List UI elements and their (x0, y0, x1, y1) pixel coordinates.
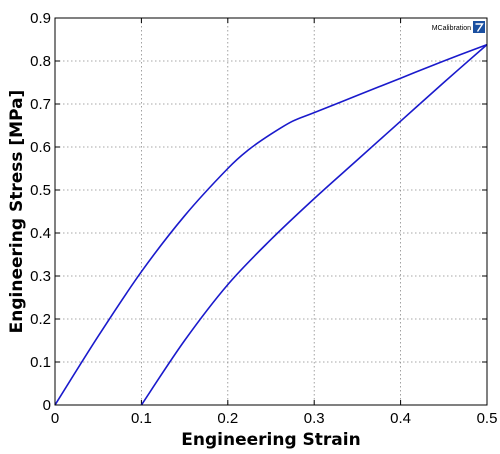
x-tick-label: 0.1 (131, 410, 152, 427)
plot-frame (54, 17, 488, 406)
y-tick-label: 0.4 (30, 225, 51, 242)
y-tick-label: 0 (43, 397, 51, 414)
y-tick-label: 0.7 (30, 96, 51, 113)
logo-text: MCalibration (432, 25, 471, 32)
x-tick-label: 0.5 (477, 410, 498, 427)
y-tick-label: 0.3 (30, 268, 51, 285)
y-tick-label: 0.1 (30, 354, 51, 371)
grid-lines (55, 18, 487, 405)
axis-ticks (54, 17, 488, 406)
loading-curve (54, 43, 488, 406)
mcalibration-logo: MCalibration (432, 21, 485, 33)
x-tick-labels: 0 0.1 0.2 0.3 0.4 0.5 (51, 410, 498, 427)
x-tick-label: 0.2 (217, 410, 238, 427)
y-tick-label: 0.2 (30, 311, 51, 328)
data-series (54, 43, 488, 406)
x-tick-label: 0 (51, 410, 59, 427)
x-tick-label: 0.3 (304, 410, 325, 427)
unloading-curve (140, 44, 488, 406)
y-tick-labels: 0 0.1 0.2 0.3 0.4 0.5 0.6 0.7 0.8 0.9 (30, 10, 51, 414)
logo-icon (473, 21, 485, 33)
logo-mark-icon (475, 23, 484, 32)
x-tick-label: 0.4 (390, 410, 411, 427)
y-axis-title: Engineering Stress [MPa] (7, 90, 27, 334)
x-axis-title: Engineering Strain (181, 430, 360, 450)
y-tick-label: 0.6 (30, 139, 51, 156)
y-tick-label: 0.9 (30, 10, 51, 27)
y-tick-label: 0.8 (30, 53, 51, 70)
y-tick-label: 0.5 (30, 182, 51, 199)
